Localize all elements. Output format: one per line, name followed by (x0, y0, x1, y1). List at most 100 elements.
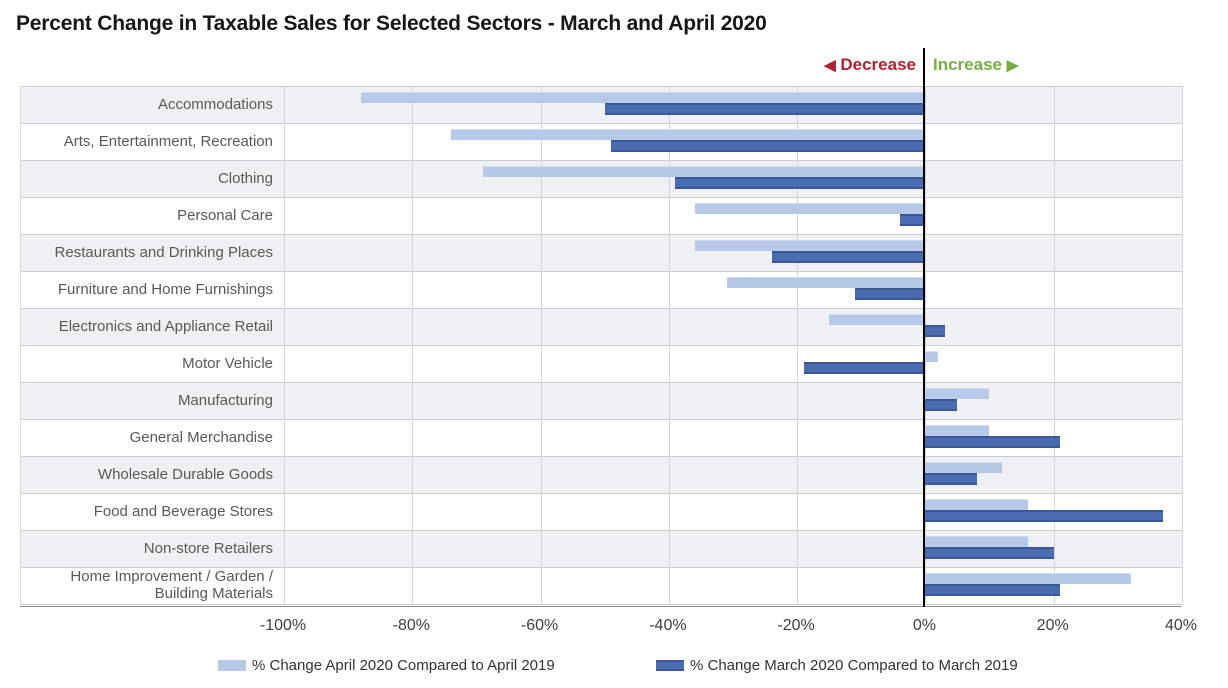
sector-label: Manufacturing (177, 391, 273, 409)
sector-label: Wholesale Durable Goods (97, 465, 273, 483)
sector-row: Arts, Entertainment, Recreation (21, 124, 1182, 161)
sector-row: Food and Beverage Stores (21, 494, 1182, 531)
x-axis-tick-label: 0% (912, 617, 936, 634)
increase-arrow-icon: ▶ (1006, 57, 1019, 74)
sector-label: Personal Care (177, 206, 273, 224)
sector-label: Restaurants and Drinking Places (54, 243, 273, 261)
increase-label: Increase ▶ (933, 55, 1018, 75)
legend-label-april: % Change April 2020 Compared to April 20… (252, 657, 555, 674)
sector-label: Home Improvement / Garden / Building Mat… (70, 568, 273, 602)
sector-plot-area (284, 346, 1182, 382)
sector-label: Accommodations (157, 95, 273, 113)
legend-swatch-march (656, 660, 684, 671)
sector-plot-area (284, 309, 1182, 345)
march-bar (925, 584, 1061, 596)
march-bar (899, 214, 926, 226)
increase-label-text: Increase (933, 55, 1002, 74)
sector-label: Non-store Retailers (143, 539, 273, 557)
april-bar (829, 314, 926, 325)
march-bar (925, 547, 1054, 559)
sector-row: Wholesale Durable Goods (21, 457, 1182, 494)
april-bar (925, 388, 990, 399)
sector-row: Accommodations (21, 87, 1182, 124)
march-bar (611, 140, 926, 152)
gridline (284, 87, 285, 605)
legend-swatch-april (218, 660, 246, 671)
sector-label: Clothing (217, 169, 273, 187)
march-bar (925, 473, 977, 485)
march-bar (925, 510, 1163, 522)
x-axis-tick-label: 40% (1164, 617, 1198, 634)
sector-row: Furniture and Home Furnishings (21, 272, 1182, 309)
decrease-label: ◀ Decrease (566, 55, 916, 75)
legend-item-april: % Change April 2020 Compared to April 20… (218, 657, 555, 674)
sector-plot-area (284, 87, 1182, 123)
march-bar (925, 436, 1061, 448)
sector-row: Motor Vehicle (21, 346, 1182, 383)
april-bar (925, 536, 1028, 547)
march-bar (803, 362, 926, 374)
sector-plot-area (284, 161, 1182, 197)
gridline (925, 87, 927, 605)
sector-row: Home Improvement / Garden / Building Mat… (21, 568, 1182, 605)
sector-row: Manufacturing (21, 383, 1182, 420)
sector-plot-area (284, 531, 1182, 567)
gridline (540, 87, 542, 605)
decrease-label-text: Decrease (840, 55, 916, 74)
april-bar (694, 240, 926, 251)
chart-rows: Accommodations Arts, Entertainment, Recre… (20, 86, 1183, 605)
march-bar (925, 325, 945, 337)
chart-title: Percent Change in Taxable Sales for Sele… (16, 12, 767, 35)
march-bar (675, 177, 926, 189)
sector-row: Electronics and Appliance Retail (21, 309, 1182, 346)
decrease-arrow-icon: ◀ (824, 57, 836, 74)
sector-plot-area (284, 198, 1182, 234)
march-bar (771, 251, 926, 263)
sector-label: General Merchandise (129, 428, 273, 446)
sector-plot-area (284, 457, 1182, 493)
gridline (412, 87, 414, 605)
sector-row: Personal Care (21, 198, 1182, 235)
sector-plot-area (284, 494, 1182, 530)
march-bar (604, 103, 926, 115)
sector-row: Restaurants and Drinking Places (21, 235, 1182, 272)
x-axis-tick-label: -60% (520, 617, 559, 634)
sector-plot-area (284, 420, 1182, 456)
april-bar (925, 573, 1131, 584)
x-axis-tick-label: -100% (259, 617, 307, 634)
sector-label: Furniture and Home Furnishings (57, 280, 273, 298)
x-axis-tick-label: -20% (777, 617, 815, 634)
april-bar (694, 203, 926, 214)
x-axis-tick-label: -40% (649, 617, 687, 634)
x-axis-tick-label: 20% (1036, 617, 1069, 634)
april-bar (925, 499, 1028, 510)
sector-plot-area (284, 235, 1182, 271)
gridline (1053, 87, 1055, 605)
x-axis-line (20, 606, 1181, 607)
april-bar (482, 166, 926, 177)
sector-row: General Merchandise (21, 420, 1182, 457)
gridline (1182, 87, 1183, 605)
april-bar (925, 462, 1003, 473)
april-bar (450, 129, 926, 140)
sector-plot-area (284, 272, 1182, 308)
march-bar (854, 288, 926, 300)
gridline (797, 87, 799, 605)
zero-axis-line (923, 48, 925, 607)
sector-plot-area (284, 568, 1182, 604)
gridline (668, 87, 670, 605)
sector-label: Food and Beverage Stores (93, 502, 273, 520)
legend-item-march: % Change March 2020 Compared to March 20… (656, 657, 1018, 674)
sector-plot-area (284, 383, 1182, 419)
april-bar (925, 351, 939, 362)
x-axis-tick-label: -80% (392, 617, 430, 634)
april-bar (925, 425, 990, 436)
sector-label: Arts, Entertainment, Recreation (63, 132, 273, 150)
april-bar (726, 277, 926, 288)
sector-label: Electronics and Appliance Retail (58, 317, 273, 335)
sector-row: Clothing (21, 161, 1182, 198)
april-bar (361, 92, 926, 103)
sector-label: Motor Vehicle (182, 354, 273, 372)
march-bar (925, 399, 958, 411)
